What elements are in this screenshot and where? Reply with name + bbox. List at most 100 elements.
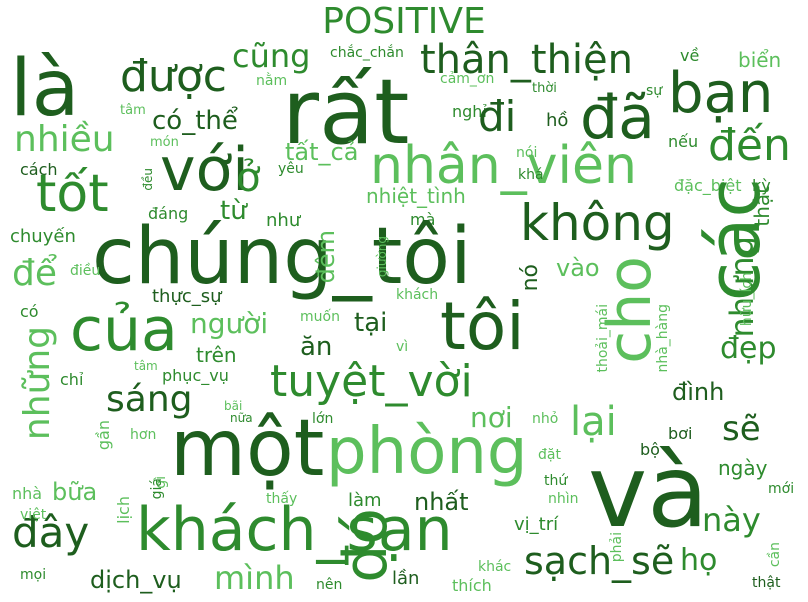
word-item: đặc_biệt bbox=[674, 176, 742, 195]
word-item: đi bbox=[478, 92, 517, 141]
word-item: có_thể bbox=[152, 106, 238, 136]
word-item: hơn bbox=[130, 427, 157, 443]
word-item: như bbox=[266, 210, 301, 231]
word-item: ở bbox=[236, 155, 261, 201]
word-item: lần bbox=[392, 568, 420, 589]
word-item: có bbox=[20, 302, 39, 321]
word-item: hồ bbox=[546, 110, 569, 131]
word-item: bữa bbox=[52, 478, 98, 506]
word-item: nhà bbox=[12, 484, 43, 503]
word-item: lịch bbox=[114, 496, 133, 524]
word-item: đình bbox=[672, 378, 725, 406]
word-item: lại bbox=[570, 399, 617, 445]
word-item: hữu_ích bbox=[739, 272, 755, 327]
word-item: kỳ bbox=[752, 176, 771, 195]
word-item: về bbox=[680, 46, 700, 65]
word-item: đó bbox=[331, 508, 401, 583]
word-item: vị_trí bbox=[514, 514, 559, 535]
word-item: thích bbox=[452, 576, 492, 595]
word-item: phòng bbox=[326, 415, 528, 489]
word-item: đây bbox=[12, 508, 90, 557]
word-item: chắc_chắn bbox=[330, 45, 404, 61]
word-item: nên bbox=[316, 577, 343, 593]
word-item: nằm bbox=[256, 73, 288, 89]
word-item: ngày bbox=[718, 456, 768, 480]
word-item: nhỏ bbox=[532, 411, 559, 427]
word-item: đặt bbox=[538, 447, 561, 463]
word-item: nói bbox=[516, 145, 538, 161]
word-item: cảm_ơn bbox=[440, 71, 495, 87]
word-item: ăn bbox=[300, 332, 333, 362]
word-item: khác bbox=[478, 559, 512, 575]
word-item: bơi bbox=[668, 424, 693, 443]
word-item: chuyến bbox=[10, 226, 76, 247]
word-item: tâm bbox=[134, 359, 158, 373]
word-item: bạn bbox=[668, 61, 774, 126]
word-item: làm bbox=[348, 490, 382, 511]
word-item: khách_sạn bbox=[136, 495, 453, 565]
word-item: nhất bbox=[414, 488, 469, 516]
word-item: thời bbox=[532, 81, 557, 96]
word-item: nhiệt_tình bbox=[366, 184, 466, 208]
word-item: cũng bbox=[232, 37, 311, 75]
word-item: là bbox=[10, 44, 80, 134]
word-item: nghỉ bbox=[452, 102, 487, 121]
word-item: của bbox=[70, 295, 178, 365]
word-item: nơi bbox=[470, 401, 513, 434]
word-item: món bbox=[150, 135, 179, 150]
word-item: tại bbox=[354, 308, 388, 338]
word-item: nếu bbox=[668, 132, 699, 151]
word-item: đáng bbox=[148, 204, 189, 223]
word-item: dịch_vụ bbox=[90, 566, 182, 594]
word-item: những bbox=[17, 326, 58, 441]
word-item: mà bbox=[410, 210, 436, 229]
word-item: để bbox=[12, 253, 57, 294]
word-item: tâm bbox=[120, 103, 146, 118]
word-item: nhân_viên bbox=[370, 136, 637, 196]
word-item: từ bbox=[220, 196, 247, 226]
word-item: với bbox=[160, 135, 249, 205]
word-item: chỉ bbox=[60, 370, 84, 389]
word-item: khá bbox=[518, 167, 544, 183]
word-item: thứ bbox=[544, 473, 568, 489]
word-item: tuyệt_vời bbox=[270, 356, 473, 407]
word-item: tôi bbox=[440, 288, 525, 365]
word-item: bộ bbox=[640, 440, 660, 459]
word-item: biển bbox=[738, 48, 782, 72]
word-item: mới bbox=[768, 481, 795, 497]
word-item: người bbox=[190, 307, 269, 340]
word-item: thật bbox=[752, 575, 781, 591]
word-item: nữa bbox=[230, 411, 253, 425]
word-item: bãi bbox=[224, 399, 243, 413]
word-item: sáng bbox=[106, 379, 193, 420]
word-item: thật bbox=[750, 186, 774, 227]
word-item: thấy bbox=[266, 491, 298, 507]
word-item: phải bbox=[609, 532, 625, 563]
word-item: rất bbox=[282, 60, 410, 165]
word-item: thân_thiện bbox=[420, 37, 634, 83]
word-item: không bbox=[520, 194, 675, 252]
word-item: khách bbox=[396, 287, 439, 303]
word-item: vì bbox=[396, 339, 409, 355]
word-item: trên bbox=[196, 343, 237, 367]
word-item: tất_cả bbox=[285, 138, 359, 166]
word-item: lớn bbox=[312, 411, 334, 427]
word-item: nhìn bbox=[548, 491, 579, 507]
word-item: họ bbox=[680, 543, 718, 578]
word-item: phục_vụ bbox=[162, 366, 229, 385]
word-item: sự bbox=[646, 83, 663, 99]
word-item: này bbox=[702, 501, 761, 539]
word-item: vào bbox=[556, 254, 600, 282]
word-item: nhiều bbox=[14, 119, 115, 160]
word-item: mọi bbox=[20, 567, 47, 583]
word-item: giường bbox=[375, 236, 389, 278]
word-item: đến bbox=[708, 120, 791, 171]
word-item: thực_sự bbox=[152, 286, 222, 307]
word-item: sạch_sẽ bbox=[524, 539, 675, 583]
word-item: chúng_tôi bbox=[92, 212, 472, 302]
word-item: đã bbox=[580, 83, 655, 153]
word-item: sẽ bbox=[722, 409, 761, 449]
word-item: việt bbox=[20, 507, 47, 523]
word-item: thoải_mái bbox=[595, 304, 611, 373]
